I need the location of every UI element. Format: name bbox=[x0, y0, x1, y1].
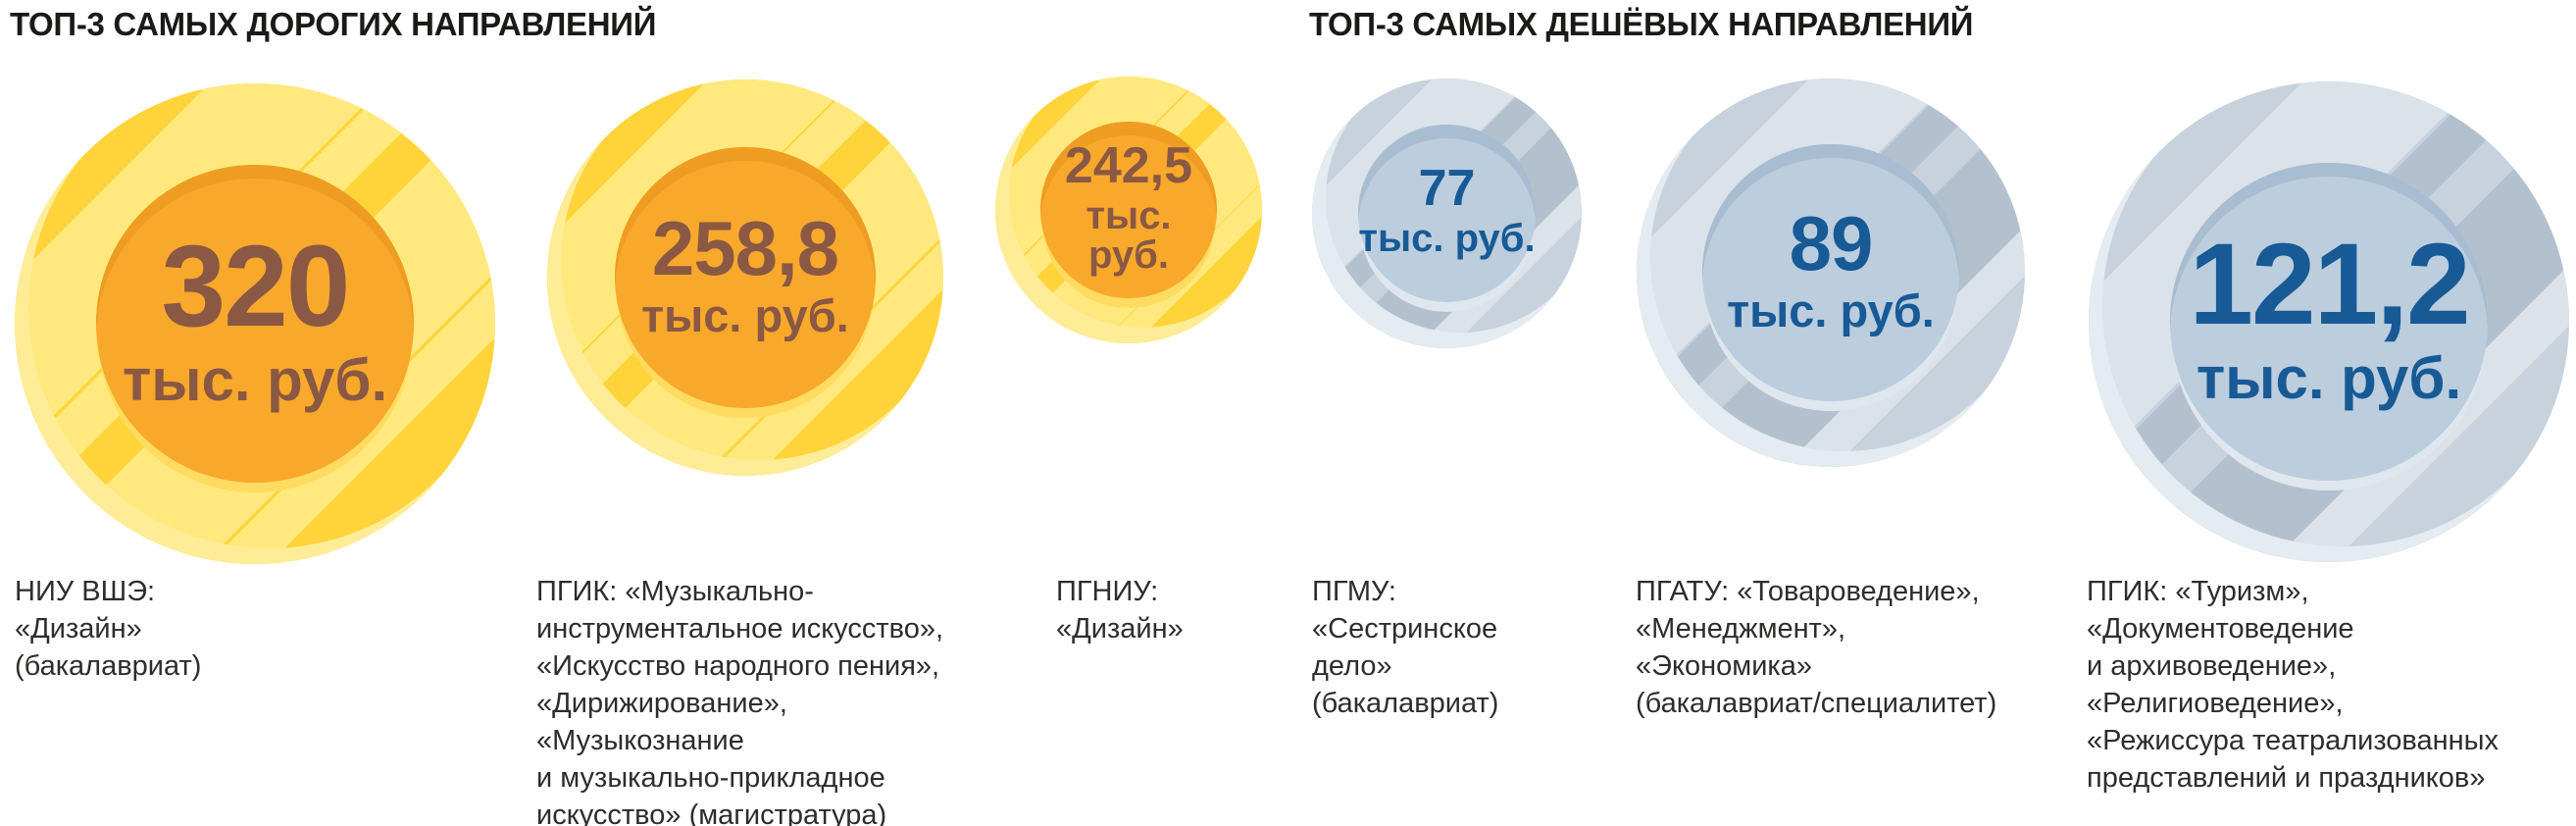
coin-caption-cheap-1: ПГМУ: «Сестринское дело» (бакалавриат) bbox=[1312, 576, 1499, 719]
silver-coin-icon-3: 121,2 тыс. руб. bbox=[2089, 81, 2569, 562]
coin-face: 258,8 тыс. руб. bbox=[614, 146, 877, 409]
coin-caption-expensive-1: НИУ ВШЭ: «Дизайн» (бакалавриат) bbox=[15, 576, 202, 682]
gold-coin-icon-1: 320 тыс. руб. bbox=[15, 83, 495, 564]
coin-caption-expensive-2: ПГИК: «Музыкально- инструментальное иску… bbox=[536, 576, 944, 826]
coin-value: 77 bbox=[1418, 159, 1476, 217]
coin-value: 242,5 bbox=[1064, 136, 1193, 194]
gold-coin-icon-3: 242,5 тыс. руб. bbox=[995, 77, 1262, 343]
coin-face: 77 тыс. руб. bbox=[1357, 124, 1537, 303]
coin-face: 320 тыс. руб. bbox=[96, 165, 414, 483]
coin-value: 258,8 bbox=[651, 204, 839, 291]
coin-value: 320 bbox=[161, 221, 351, 351]
coin-unit: тыс. руб. bbox=[122, 346, 388, 413]
coin-value: 121,2 bbox=[2189, 219, 2470, 349]
coin-unit: тыс. руб. bbox=[2196, 344, 2462, 411]
coin-caption-cheap-3: ПГИК: «Туризм», «Документоведение и архи… bbox=[2087, 576, 2500, 794]
section-title-expensive: ТОП-3 САМЫХ ДОРОГИХ НАПРАВЛЕНИЙ bbox=[10, 6, 657, 42]
coin-unit: тыс. руб. bbox=[1727, 284, 1935, 336]
coin-caption-expensive-3: ПГНИУ: «Дизайн» bbox=[1056, 576, 1184, 645]
coin-face: 242,5 тыс. руб. bbox=[1040, 122, 1217, 298]
coin-face: 121,2 тыс. руб. bbox=[2170, 163, 2488, 481]
coin-unit: тыс. руб. bbox=[1086, 193, 1172, 277]
gold-coin-icon-2: 258,8 тыс. руб. bbox=[547, 79, 943, 476]
silver-coin-icon-1: 77 тыс. руб. bbox=[1312, 78, 1582, 348]
coin-caption-cheap-2: ПГАТУ: «Товароведение», «Менеджмент», «Э… bbox=[1636, 576, 1997, 719]
coin-unit: тыс. руб. bbox=[641, 288, 849, 341]
coin-face: 89 тыс. руб. bbox=[1702, 144, 1959, 401]
coin-value: 89 bbox=[1789, 199, 1874, 286]
coin-unit: тыс. руб. bbox=[1358, 217, 1536, 261]
silver-coin-icon-2: 89 тыс. руб. bbox=[1637, 78, 2025, 467]
section-title-cheap: ТОП-3 САМЫХ ДЕШЁВЫХ НАПРАВЛЕНИЙ bbox=[1309, 6, 1974, 42]
